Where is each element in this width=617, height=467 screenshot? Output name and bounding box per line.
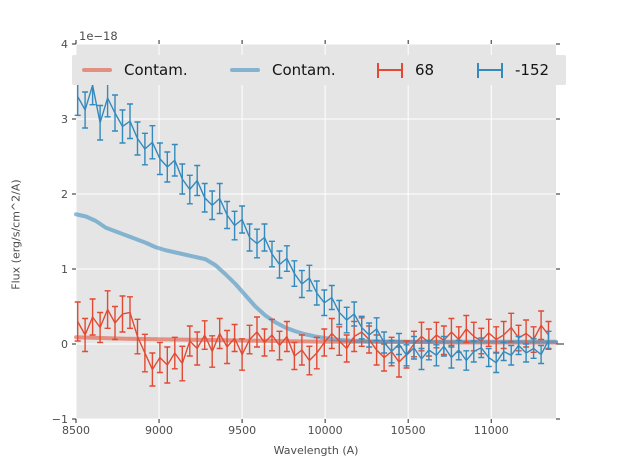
eb-neg152-data-line <box>77 84 550 364</box>
red-line-key-icon <box>82 68 112 72</box>
legend-label: 68 <box>415 61 435 79</box>
plot-area <box>76 44 556 419</box>
eb-68-data-line <box>77 307 550 371</box>
x-tick-label: 9000 <box>145 424 173 437</box>
x-tick-label: 11000 <box>474 424 509 437</box>
x-tick-label: 10000 <box>308 424 343 437</box>
x-tick-label: 10500 <box>391 424 426 437</box>
y-axis-offset-text: 1e−18 <box>79 29 118 43</box>
y-tick-label: 2 <box>61 188 68 201</box>
blue-errorbar-key-icon <box>477 62 503 78</box>
eb-neg152-series <box>74 65 552 374</box>
tick-labels: 8500 9000 9500 10000 10500 11000 −1 0 1 2 3 4 <box>52 38 509 437</box>
y-tick-label: 1 <box>61 263 68 276</box>
contam-blue-line <box>74 212 558 344</box>
legend-item-contam-blue: Contam. <box>230 55 336 85</box>
x-axis-label: Wavelength (A) <box>273 444 359 457</box>
tick-marks <box>72 40 564 423</box>
legend-item-68: 68 <box>377 55 434 85</box>
y-tick-label: 3 <box>61 113 68 126</box>
y-axis-label: Flux (erg/s/cm^2/A) <box>9 179 23 290</box>
legend-item-neg152: -152 <box>477 55 549 85</box>
y-tick-label: 4 <box>61 38 68 51</box>
legend-item-contam-red: Contam. <box>82 55 188 85</box>
legend-label: Contam. <box>124 61 188 79</box>
x-tick-label: 8500 <box>62 424 90 437</box>
y-tick-label: 0 <box>61 338 68 351</box>
red-errorbar-key-icon <box>377 62 403 78</box>
x-tick-label: 9500 <box>228 424 256 437</box>
legend-label: -152 <box>515 61 550 79</box>
legend: Contam. Contam. 68 -152 <box>72 55 566 85</box>
legend-label: Contam. <box>272 61 336 79</box>
blue-line-key-icon <box>230 68 260 72</box>
y-tick-label: −1 <box>52 413 68 426</box>
